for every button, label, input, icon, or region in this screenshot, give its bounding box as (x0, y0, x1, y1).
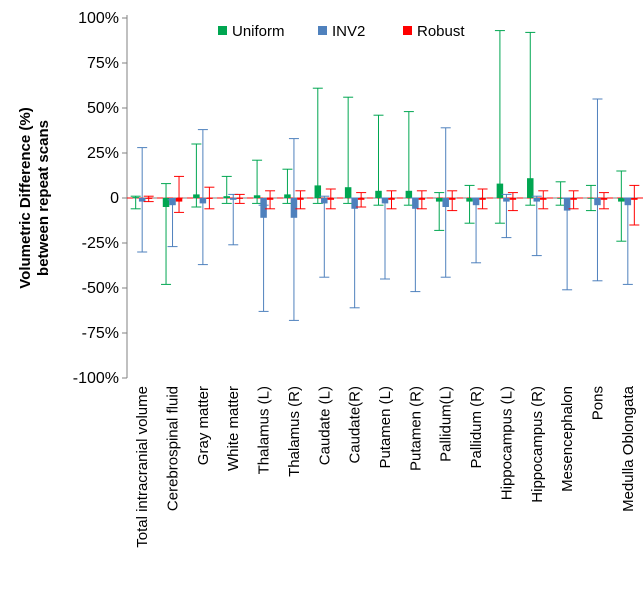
x-category-label: Pallidum (R) (468, 386, 485, 469)
x-category-label: Medulla Oblongata (620, 385, 637, 512)
x-category-label: Pallidum(L) (438, 386, 455, 462)
bars (130, 30, 640, 321)
x-category-label: White matter (225, 386, 242, 471)
x-category-label: Thalamus (R) (286, 386, 303, 477)
legend-swatch-inv2 (318, 26, 327, 35)
y-axis-label: Volumetric Difference (%) between repeat … (17, 107, 52, 288)
y-tick-label: 0 (110, 190, 119, 207)
axes (126, 15, 643, 378)
legend-swatch-uniform (218, 26, 227, 35)
y-tick-label: 75% (87, 55, 119, 72)
y-tick-label: 50% (87, 100, 119, 117)
x-axis-category-labels: Total intracranial volume Cerebrospinal f… (134, 385, 637, 547)
y-tick-label: 100% (78, 10, 119, 27)
legend-swatch-robust (403, 26, 412, 35)
x-category-label: Hippocampus (R) (529, 386, 546, 503)
y-tick-label: -50% (82, 280, 119, 297)
x-category-label: Total intracranial volume (134, 386, 151, 548)
x-category-label: Gray matter (195, 386, 212, 465)
x-category-label: Hippocampus (L) (498, 386, 515, 500)
legend: Uniform INV2 Robust (218, 23, 465, 40)
x-category-label: Cerebrospinal fluid (165, 386, 182, 511)
y-axis-label-line-2: between repeat scans (35, 120, 52, 276)
x-category-label: Mesencephalon (559, 386, 576, 492)
x-category-label: Putamen (R) (407, 386, 424, 471)
y-tick-label: -100% (73, 370, 119, 387)
y-axis-ticks: 100% 75% 50% 25% 0 -25% -50% -75% -100% (73, 10, 127, 387)
legend-label-robust: Robust (417, 23, 465, 40)
y-tick-label: -25% (82, 235, 119, 252)
legend-label-inv2: INV2 (332, 23, 365, 40)
legend-label-uniform: Uniform (232, 23, 285, 40)
x-category-label: Caudate(R) (347, 386, 364, 464)
x-category-label: Putamen (L) (377, 386, 394, 469)
x-category-label: Caudate (L) (316, 386, 333, 465)
x-category-label: Pons (589, 386, 606, 420)
y-tick-label: 25% (87, 145, 119, 162)
y-tick-label: -75% (82, 325, 119, 342)
x-category-label: Thalamus (L) (256, 386, 273, 474)
y-axis-label-line-1: Volumetric Difference (%) (17, 107, 34, 288)
